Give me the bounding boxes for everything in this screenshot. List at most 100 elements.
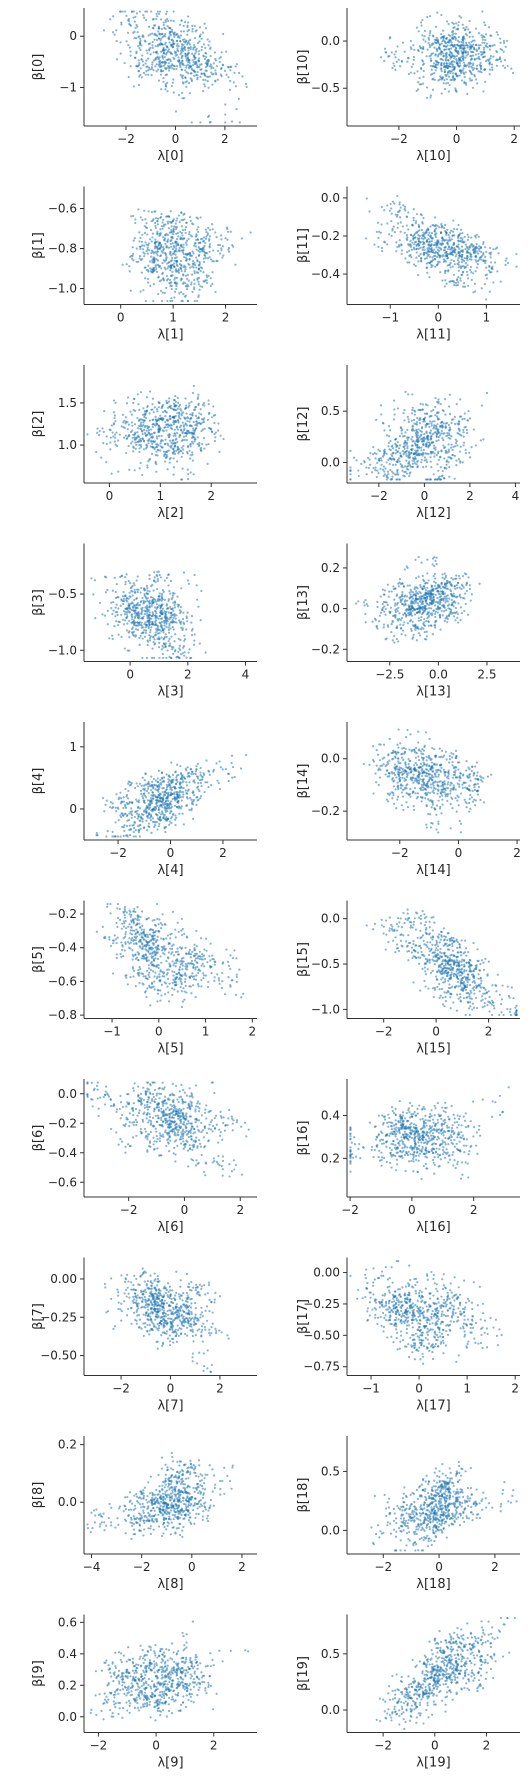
point [479,67,483,71]
point [155,232,159,235]
point [150,10,153,13]
point [124,416,128,419]
point [138,240,141,243]
point [184,266,187,269]
x-axis-label: λ[11] [416,328,450,343]
point [137,36,140,39]
point [208,243,212,246]
point [129,410,132,413]
point [404,431,407,434]
point [171,648,174,651]
point [418,45,421,48]
point [155,270,159,273]
point [454,577,457,581]
point [435,41,438,44]
point [141,218,144,221]
point [441,474,444,477]
point [499,41,502,44]
point [173,250,176,254]
point [483,55,486,58]
point [189,77,192,80]
x-axis-label: λ[0] [157,149,183,164]
point [168,261,171,264]
point [489,54,493,58]
point [112,15,115,18]
point [407,420,410,424]
point [155,614,158,618]
point [412,216,415,220]
point [232,81,235,84]
point [173,266,176,269]
point [145,610,148,613]
point [469,265,472,269]
point [394,463,397,466]
panel-4: 0 1 21.51.0λ[2]β[2] [31,365,257,521]
point [459,265,462,268]
point [145,396,149,399]
point [193,70,196,73]
point [381,421,385,425]
point [506,64,509,68]
point [177,49,180,53]
point [488,48,492,51]
point [161,627,164,630]
point [140,44,143,47]
point [429,260,432,264]
point [477,70,480,73]
point [147,281,150,284]
point [215,236,218,239]
point [470,278,473,282]
point [462,61,466,64]
point [197,59,201,63]
point [160,18,163,21]
point [192,431,195,434]
point [173,290,177,293]
point [219,56,223,59]
point [193,436,196,439]
point [419,402,422,406]
point [169,269,172,272]
point [438,598,441,602]
point [165,85,168,88]
point [189,424,192,427]
point [160,267,163,270]
point [448,84,451,87]
point [148,623,151,626]
y-tick-label: −0.2 [311,229,340,243]
point [146,587,149,590]
point [183,270,187,273]
point [403,568,406,571]
point [185,628,188,631]
point [165,635,168,639]
point [454,441,458,445]
point [429,236,432,239]
point [167,227,170,230]
point [467,41,471,44]
point [162,403,165,407]
point [440,78,443,81]
point [132,85,135,88]
point [458,58,461,61]
point [472,248,475,251]
point [392,62,395,65]
point [165,274,168,278]
point [132,259,135,262]
point [112,609,115,612]
point [204,228,208,231]
point [178,263,182,266]
point [156,579,160,582]
point [447,233,450,237]
point [150,268,153,271]
point [155,268,158,271]
point [129,24,133,27]
point [203,73,206,76]
point [465,43,469,47]
panel-3: −1 0 10.0−0.2−0.4λ[11]β[11] [296,186,520,343]
point [146,597,149,600]
point [139,73,142,76]
point [118,433,121,436]
y-tick-label: −0.5 [311,81,340,95]
point [416,449,419,452]
point [489,256,492,259]
point [183,45,186,49]
